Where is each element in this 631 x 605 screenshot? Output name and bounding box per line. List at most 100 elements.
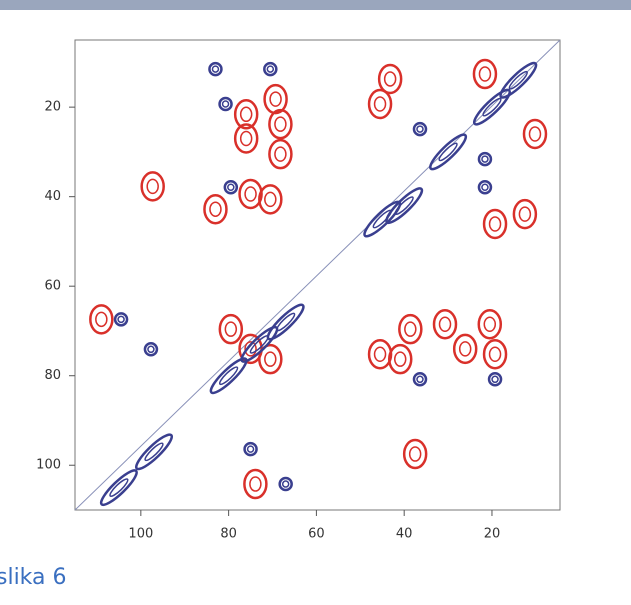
- peak: [512, 198, 538, 230]
- peak: [452, 333, 478, 365]
- peak-inner: [478, 66, 492, 82]
- peak-inner: [416, 375, 424, 384]
- y-tick-label: 40: [44, 189, 61, 204]
- peak-inner: [394, 196, 414, 215]
- peak-inner: [239, 106, 253, 123]
- peak-inner: [146, 178, 159, 195]
- peak-inner: [224, 321, 238, 337]
- y-tick-label: 80: [44, 368, 61, 383]
- peak: [268, 138, 293, 170]
- peak-inner: [281, 480, 290, 488]
- peak-inner: [264, 351, 277, 367]
- peak: [377, 63, 403, 95]
- peak: [402, 438, 428, 470]
- peak: [208, 61, 223, 77]
- peak: [482, 208, 508, 240]
- y-tick-label: 60: [44, 279, 61, 294]
- top-band: [0, 0, 631, 10]
- peak-inner: [416, 125, 424, 133]
- peak: [233, 123, 259, 154]
- peak-inner: [211, 65, 220, 73]
- peak: [477, 180, 493, 195]
- peak-inner: [147, 345, 155, 354]
- peak: [385, 187, 424, 225]
- x-tick-label: 80: [220, 527, 237, 542]
- peak-inner: [528, 126, 542, 142]
- peak-inner: [249, 476, 262, 492]
- peak: [263, 61, 278, 77]
- y-tick-label: 20: [44, 100, 61, 115]
- peak: [477, 151, 493, 167]
- peak: [243, 441, 258, 457]
- peak-inner: [227, 183, 235, 192]
- peak: [203, 193, 228, 225]
- peak-inner: [269, 91, 282, 107]
- peak: [258, 184, 283, 215]
- x-tick-label: 40: [396, 527, 413, 542]
- peak-inner: [221, 100, 230, 108]
- peak: [472, 58, 498, 90]
- peak: [482, 338, 508, 370]
- x-tick-label: 20: [484, 527, 501, 542]
- peak-inner: [488, 216, 502, 232]
- peak-inner: [404, 321, 417, 337]
- peak-inner: [383, 71, 397, 87]
- peak: [218, 96, 233, 112]
- peak-inner: [109, 478, 129, 497]
- peak: [472, 88, 511, 126]
- peak: [477, 308, 503, 340]
- peak: [266, 303, 305, 341]
- peak-inner: [393, 351, 407, 367]
- x-tick-label: 100: [128, 527, 153, 542]
- peak-inner: [276, 312, 296, 332]
- peak-inner: [483, 316, 497, 332]
- peak: [412, 372, 428, 387]
- peak: [243, 468, 268, 500]
- peak-inner: [438, 316, 452, 332]
- peak-inner: [508, 70, 528, 90]
- peak-inner: [274, 116, 287, 132]
- peak-inner: [218, 366, 239, 386]
- peak-inner: [488, 346, 502, 362]
- peak-inner: [244, 341, 257, 357]
- peak: [432, 308, 458, 340]
- peak: [263, 83, 288, 115]
- caption: slika 6: [0, 565, 67, 590]
- peak: [89, 304, 114, 335]
- peak-inner: [373, 96, 387, 112]
- peak-inner: [458, 341, 472, 357]
- peak: [429, 133, 468, 171]
- peak-inner: [373, 346, 387, 362]
- peak-inner: [274, 146, 287, 162]
- peak: [268, 108, 293, 140]
- peak-inner: [264, 191, 277, 208]
- peak-inner: [144, 442, 164, 462]
- peak: [238, 178, 263, 210]
- peak: [140, 171, 165, 202]
- peak-inner: [491, 375, 499, 384]
- peak-inner: [482, 97, 502, 117]
- x-tick-label: 60: [308, 527, 325, 542]
- peak: [134, 433, 174, 471]
- peak: [218, 313, 244, 345]
- peak: [367, 338, 393, 370]
- peak: [143, 342, 159, 357]
- peak-inner: [95, 311, 108, 328]
- peak-inner: [209, 201, 222, 217]
- peak: [499, 61, 538, 99]
- peak: [99, 469, 138, 507]
- peak: [487, 372, 503, 387]
- peak-inner: [518, 206, 532, 222]
- peak: [278, 476, 293, 492]
- diagonal-line: [74, 39, 561, 511]
- peak: [113, 312, 129, 327]
- peak-inner: [246, 445, 255, 453]
- peak-inner: [266, 65, 275, 73]
- peak: [398, 313, 423, 345]
- peak-inner: [239, 130, 253, 147]
- peak: [233, 99, 259, 130]
- peak-inner: [438, 142, 458, 162]
- peak-inner: [481, 155, 489, 163]
- peak: [367, 88, 393, 120]
